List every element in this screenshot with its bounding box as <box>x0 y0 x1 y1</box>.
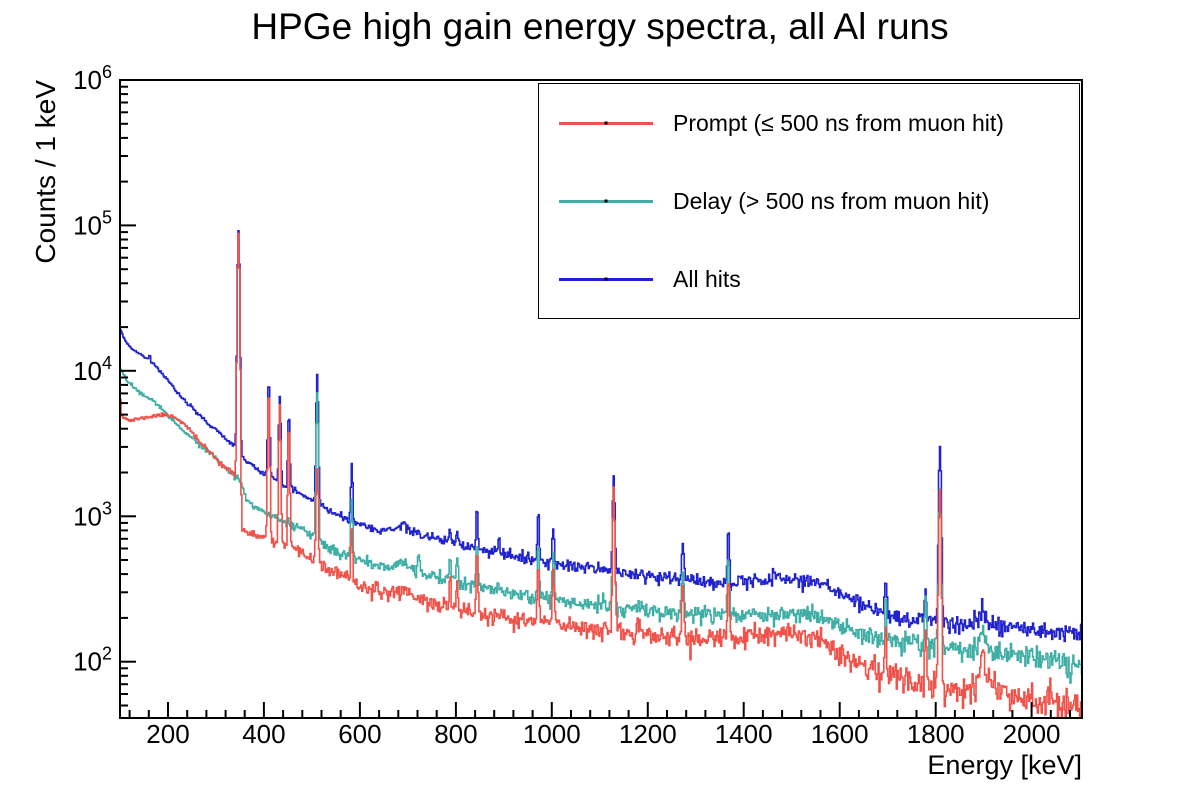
y-tick-label: 105 <box>73 207 112 240</box>
chart-title: HPGe high gain energy spectra, all Al ru… <box>251 6 949 47</box>
y-tick-label: 103 <box>73 498 112 531</box>
x-tick-label: 2000 <box>1003 719 1061 749</box>
legend-line-prompt <box>559 121 653 125</box>
legend-line-delay <box>559 199 653 203</box>
legend-label-prompt: Prompt (≤ 500 ns from muon hit) <box>673 109 1004 136</box>
y-axis-title: Counts / 1 keV <box>30 80 61 264</box>
x-tick-label: 1400 <box>715 719 773 749</box>
legend-marker-dot <box>604 199 608 203</box>
x-axis-title: Energy [keV] <box>927 750 1082 780</box>
y-tick-label: 102 <box>73 644 112 677</box>
x-tick-label: 800 <box>434 719 477 749</box>
x-tick-label: 1000 <box>523 719 581 749</box>
x-axis-ticks <box>128 702 1071 718</box>
legend-label-delay: Delay (> 500 ns from muon hit) <box>673 187 990 214</box>
legend-marker-dot <box>604 121 608 125</box>
y-axis-ticks <box>120 79 136 707</box>
y-tick-label: 104 <box>73 353 112 386</box>
plot-frame <box>119 79 1083 719</box>
y-tick-label: 106 <box>73 62 112 95</box>
x-tick-label: 600 <box>338 719 381 749</box>
legend-entry-delay: Delay (> 500 ns from muon hit) <box>539 162 1079 240</box>
x-tick-label: 1600 <box>811 719 869 749</box>
x-tick-label: 1800 <box>907 719 965 749</box>
x-tick-label: 200 <box>146 719 189 749</box>
legend-line-all-hits <box>559 277 653 281</box>
legend-marker-dot <box>604 277 608 281</box>
x-tick-label: 1200 <box>619 719 677 749</box>
x-tick-label: 400 <box>242 719 285 749</box>
legend-entry-prompt: Prompt (≤ 500 ns from muon hit) <box>539 84 1079 162</box>
series-line-prompt <box>120 232 1082 718</box>
legend: Prompt (≤ 500 ns from muon hit) Delay (>… <box>538 83 1080 319</box>
legend-entry-all-hits: All hits <box>539 240 1079 318</box>
legend-label-all-hits: All hits <box>673 265 741 292</box>
spectra-lines <box>120 230 1082 718</box>
